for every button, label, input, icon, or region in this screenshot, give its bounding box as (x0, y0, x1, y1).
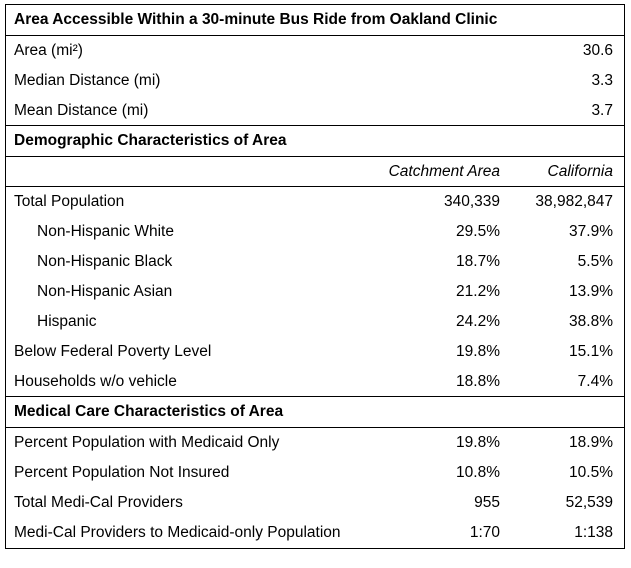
catchment-value: 24.2% (456, 313, 500, 330)
row-label: Non-Hispanic Black (37, 253, 173, 270)
catchment-value: 340,339 (443, 193, 500, 210)
california-value: 10.5% (569, 464, 613, 481)
area-section-title: Area Accessible Within a 30-minute Bus R… (6, 5, 624, 36)
row-label: Percent Population Not Insured (14, 464, 230, 481)
row-label: Total Population (14, 193, 125, 210)
catchment-value: 10.8% (456, 464, 500, 481)
california-value: 5.5% (577, 253, 613, 270)
california-value: 15.1% (569, 343, 613, 360)
row-label: Households w/o vehicle (14, 372, 177, 390)
table-row: Total Population 340,339 38,982,847 (6, 187, 624, 217)
table-row: Non-Hispanic Asian 21.2% 13.9% (6, 277, 624, 307)
catchment-value: 1:70 (469, 524, 500, 541)
catchment-value: 18.8% (456, 372, 500, 390)
california-value: 38,982,847 (535, 193, 613, 210)
table-row: Total Medi-Cal Providers 955 52,539 (6, 488, 624, 518)
row-label: Percent Population with Medicaid Only (14, 434, 280, 451)
table-row: Households w/o vehicle 18.8% 7.4% (6, 367, 624, 397)
row-label: Total Medi-Cal Providers (14, 494, 183, 511)
demographic-section-title: Demographic Characteristics of Area (6, 126, 624, 157)
catchment-value: 18.7% (456, 253, 500, 270)
catchment-table: Area Accessible Within a 30-minute Bus R… (5, 4, 625, 549)
column-header-row: Catchment Area California (6, 157, 624, 187)
table-row: Non-Hispanic White 29.5% 37.9% (6, 217, 624, 247)
california-value: 38.8% (569, 313, 613, 330)
table-row: Non-Hispanic Black 18.7% 5.5% (6, 247, 624, 277)
medical-section-title: Medical Care Characteristics of Area (6, 397, 624, 428)
row-value: 3.7 (591, 101, 613, 119)
row-label: Non-Hispanic Asian (37, 283, 173, 300)
table-row: Hispanic 24.2% 38.8% (6, 307, 624, 337)
catchment-value: 955 (474, 494, 500, 511)
row-value: 3.3 (591, 72, 613, 89)
catchment-value: 19.8% (456, 343, 500, 360)
california-value: 52,539 (565, 494, 613, 511)
table-row: Percent Population Not Insured 10.8% 10.… (6, 458, 624, 488)
catchment-value: 21.2% (456, 283, 500, 300)
table-row: Below Federal Poverty Level 19.8% 15.1% (6, 337, 624, 367)
row-label: Non-Hispanic White (37, 223, 174, 240)
california-value: 13.9% (569, 283, 613, 300)
table-row: Mean Distance (mi) 3.7 (6, 96, 624, 126)
row-label: Median Distance (mi) (14, 72, 161, 89)
table-row: Area (mi²) 30.6 (6, 36, 624, 66)
row-label: Area (mi²) (14, 42, 83, 59)
table-row: Percent Population with Medicaid Only 19… (6, 428, 624, 458)
row-value: 30.6 (582, 42, 613, 59)
column-header-catchment: Catchment Area (388, 162, 500, 180)
california-value: 7.4% (577, 372, 613, 390)
california-value: 1:138 (574, 524, 613, 541)
catchment-value: 29.5% (456, 223, 500, 240)
row-label: Hispanic (37, 313, 97, 330)
catchment-value: 19.8% (456, 434, 500, 451)
row-label: Medi-Cal Providers to Medicaid-only Popu… (14, 524, 341, 541)
row-label: Below Federal Poverty Level (14, 343, 212, 360)
row-label: Mean Distance (mi) (14, 101, 149, 119)
column-header-california: California (547, 162, 613, 180)
california-value: 18.9% (569, 434, 613, 451)
table-row: Median Distance (mi) 3.3 (6, 66, 624, 96)
california-value: 37.9% (569, 223, 613, 240)
table-row: Medi-Cal Providers to Medicaid-only Popu… (6, 518, 624, 548)
